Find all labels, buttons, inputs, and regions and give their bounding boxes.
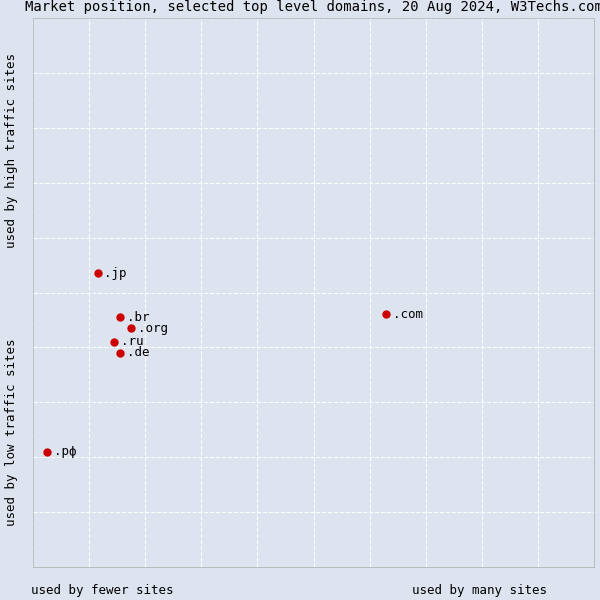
Point <box>42 447 52 457</box>
Point <box>115 348 125 358</box>
Text: .ru: .ru <box>121 335 143 349</box>
Text: used by fewer sites: used by fewer sites <box>31 584 173 597</box>
Point <box>110 337 119 347</box>
Point <box>115 313 125 322</box>
Text: used by low traffic sites: used by low traffic sites <box>5 338 18 526</box>
Text: .com: .com <box>393 308 423 321</box>
Point <box>93 268 103 278</box>
Text: .org: .org <box>138 322 168 335</box>
Text: .jp: .jp <box>104 267 127 280</box>
Point <box>127 323 136 333</box>
Point <box>382 310 391 319</box>
Text: .de: .de <box>127 346 149 359</box>
Title: Market position, selected top level domains, 20 Aug 2024, W3Techs.com: Market position, selected top level doma… <box>25 0 600 14</box>
Text: .рф: .рф <box>54 445 76 458</box>
Text: used by many sites: used by many sites <box>413 584 548 597</box>
Text: .br: .br <box>127 311 149 324</box>
Text: used by high traffic sites: used by high traffic sites <box>5 52 18 247</box>
